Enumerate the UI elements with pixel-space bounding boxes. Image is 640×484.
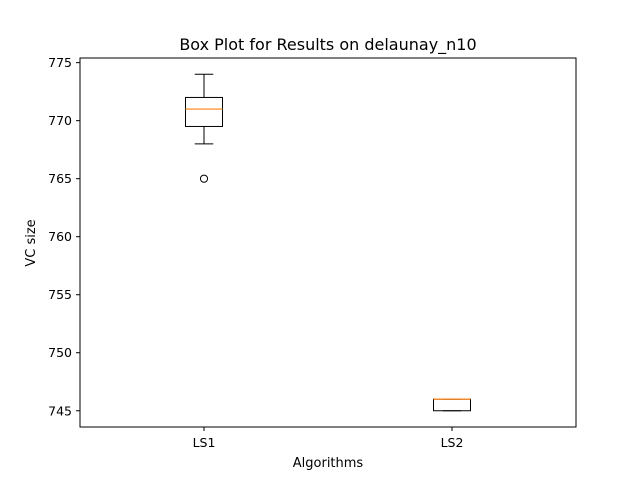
y-tick-label: 745 xyxy=(48,403,72,418)
y-axis-label: VC size xyxy=(24,219,39,266)
x-tick-label: LS1 xyxy=(193,435,216,450)
box-iqr xyxy=(433,398,471,412)
box-iqr xyxy=(185,96,223,127)
y-tick-label: 770 xyxy=(48,113,72,128)
y-axis: 745 750 755 760 765 770 775 xyxy=(48,55,80,418)
chart-title: Box Plot for Results on delaunay_n10 xyxy=(179,35,476,55)
outlier-point xyxy=(199,174,209,183)
box-series xyxy=(185,73,471,412)
y-tick-label: 750 xyxy=(48,345,72,360)
plot-frame xyxy=(79,57,577,428)
x-axis-label: Algorithms xyxy=(293,456,364,471)
y-tick-label: 760 xyxy=(48,229,72,244)
y-tick-label: 765 xyxy=(48,171,72,186)
y-tick-label: 755 xyxy=(48,287,72,302)
y-tick-label: 775 xyxy=(48,55,72,70)
x-tick-label: LS2 xyxy=(441,435,464,450)
x-axis: LS1 LS2 xyxy=(193,427,464,450)
